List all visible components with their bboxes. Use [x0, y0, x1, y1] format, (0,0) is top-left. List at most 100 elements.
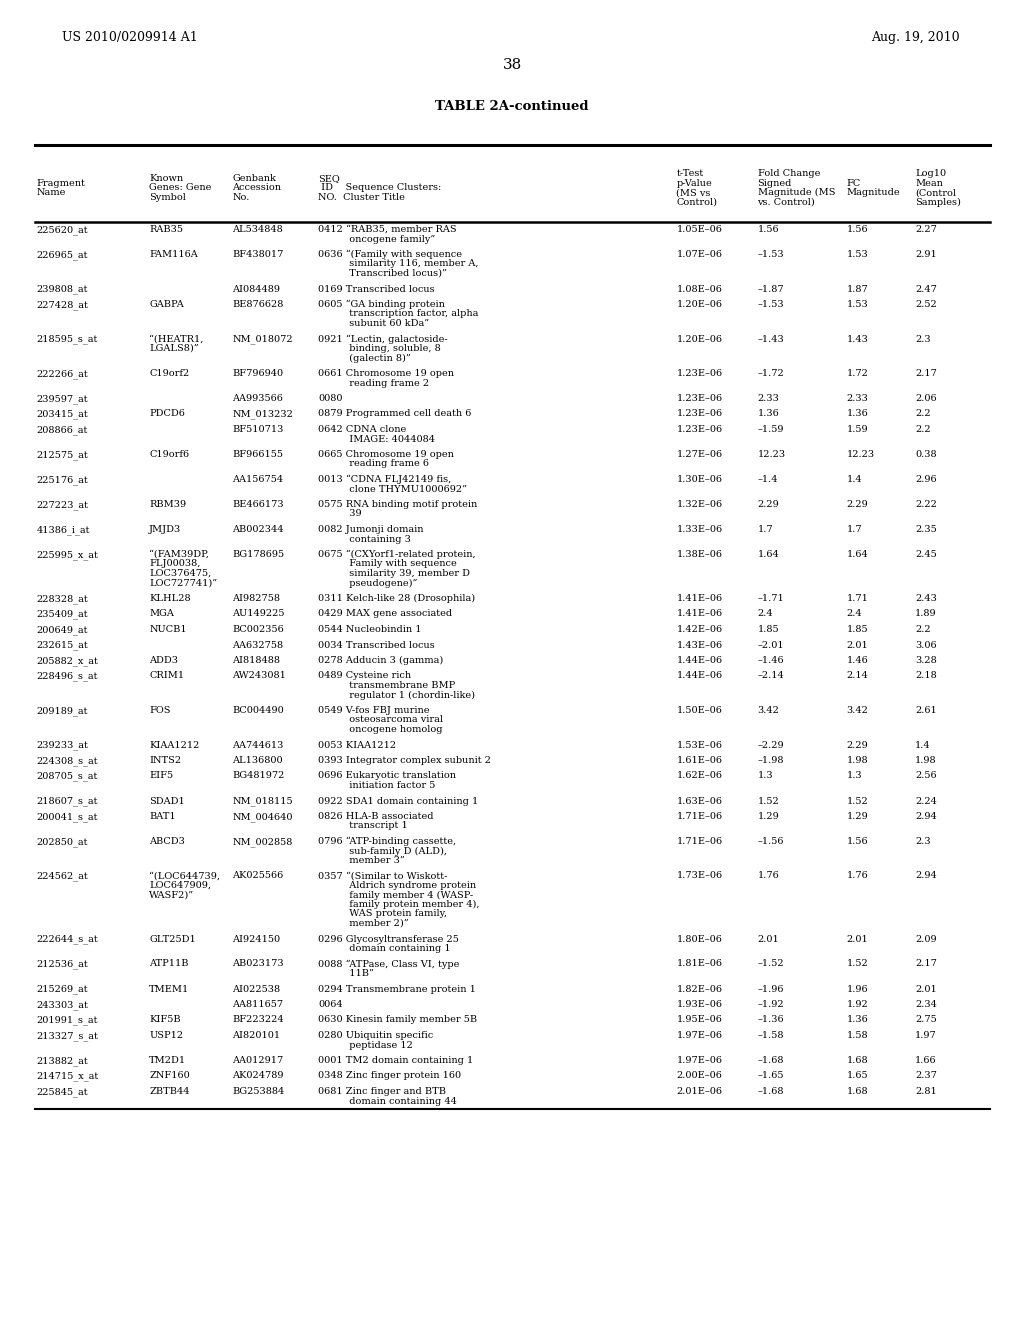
- Text: –1.36: –1.36: [758, 1015, 784, 1024]
- Text: similarity 39, member D: similarity 39, member D: [318, 569, 470, 578]
- Text: 1.71E–06: 1.71E–06: [676, 837, 723, 846]
- Text: 1.44E–06: 1.44E–06: [676, 672, 723, 681]
- Text: ABCD3: ABCD3: [150, 837, 185, 846]
- Text: 2.96: 2.96: [915, 475, 937, 484]
- Text: clone THYMU1000692”: clone THYMU1000692”: [318, 484, 467, 494]
- Text: 1.76: 1.76: [758, 871, 779, 880]
- Text: 1.73E–06: 1.73E–06: [676, 871, 723, 880]
- Text: 1.29: 1.29: [847, 812, 868, 821]
- Text: FC: FC: [847, 178, 860, 187]
- Text: AK024789: AK024789: [232, 1072, 284, 1081]
- Text: 0642 CDNA clone: 0642 CDNA clone: [318, 425, 407, 434]
- Text: ID    Sequence Clusters:: ID Sequence Clusters:: [318, 183, 441, 193]
- Text: BF966155: BF966155: [232, 450, 284, 459]
- Text: 1.52: 1.52: [758, 796, 779, 805]
- Text: 2.35: 2.35: [915, 525, 937, 535]
- Text: –1.71: –1.71: [758, 594, 784, 603]
- Text: 208705_s_at: 208705_s_at: [37, 771, 98, 781]
- Text: Genbank: Genbank: [232, 174, 276, 183]
- Text: 213327_s_at: 213327_s_at: [37, 1031, 98, 1040]
- Text: BG178695: BG178695: [232, 550, 285, 558]
- Text: 0001 TM2 domain containing 1: 0001 TM2 domain containing 1: [318, 1056, 473, 1065]
- Text: 1.89: 1.89: [915, 610, 937, 619]
- Text: TMEM1: TMEM1: [150, 985, 189, 994]
- Text: BC002356: BC002356: [232, 624, 284, 634]
- Text: (galectin 8)”: (galectin 8)”: [318, 354, 411, 363]
- Text: INTS2: INTS2: [150, 756, 181, 766]
- Text: 2.18: 2.18: [915, 672, 937, 681]
- Text: transmembrane BMP: transmembrane BMP: [318, 681, 456, 690]
- Text: 1.4: 1.4: [915, 741, 931, 750]
- Text: t-Test: t-Test: [676, 169, 703, 178]
- Text: 200649_at: 200649_at: [37, 624, 88, 635]
- Text: Aldrich syndrome protein: Aldrich syndrome protein: [318, 880, 476, 890]
- Text: BF223224: BF223224: [232, 1015, 284, 1024]
- Text: 1.97: 1.97: [915, 1031, 937, 1040]
- Text: 1.52: 1.52: [847, 960, 868, 969]
- Text: 1.46: 1.46: [847, 656, 868, 665]
- Text: 0393 Integrator complex subunit 2: 0393 Integrator complex subunit 2: [318, 756, 492, 766]
- Text: 1.97E–06: 1.97E–06: [676, 1031, 722, 1040]
- Text: –1.72: –1.72: [758, 370, 784, 378]
- Text: 1.36: 1.36: [758, 409, 779, 418]
- Text: transcription factor, alpha: transcription factor, alpha: [318, 309, 478, 318]
- Text: 224562_at: 224562_at: [37, 871, 88, 882]
- Text: WAS protein family,: WAS protein family,: [318, 909, 447, 919]
- Text: 1.7: 1.7: [758, 525, 773, 535]
- Text: LOC376475,: LOC376475,: [150, 569, 211, 578]
- Text: Fragment: Fragment: [37, 178, 85, 187]
- Text: 2.06: 2.06: [915, 393, 937, 403]
- Text: Fold Change: Fold Change: [758, 169, 820, 178]
- Text: 228496_s_at: 228496_s_at: [37, 672, 98, 681]
- Text: 2.2: 2.2: [915, 409, 931, 418]
- Text: AI982758: AI982758: [232, 594, 281, 603]
- Text: 1.82E–06: 1.82E–06: [676, 985, 722, 994]
- Text: –1.4: –1.4: [758, 475, 778, 484]
- Text: 239808_at: 239808_at: [37, 285, 88, 294]
- Text: 218607_s_at: 218607_s_at: [37, 796, 98, 807]
- Text: Magnitude: Magnitude: [847, 189, 900, 197]
- Text: AI818488: AI818488: [232, 656, 281, 665]
- Text: NUCB1: NUCB1: [150, 624, 186, 634]
- Text: –2.01: –2.01: [758, 640, 784, 649]
- Text: 239597_at: 239597_at: [37, 393, 88, 404]
- Text: 2.01: 2.01: [758, 935, 779, 944]
- Text: 1.72: 1.72: [847, 370, 868, 378]
- Text: “(LOC644739,: “(LOC644739,: [150, 871, 220, 880]
- Text: 0696 Eukaryotic translation: 0696 Eukaryotic translation: [318, 771, 457, 780]
- Text: 228328_at: 228328_at: [37, 594, 88, 603]
- Text: ZNF160: ZNF160: [150, 1072, 189, 1081]
- Text: –2.14: –2.14: [758, 672, 784, 681]
- Text: ATP11B: ATP11B: [150, 960, 188, 969]
- Text: EIF5: EIF5: [150, 771, 173, 780]
- Text: 1.38E–06: 1.38E–06: [676, 550, 722, 558]
- Text: AA632758: AA632758: [232, 640, 284, 649]
- Text: 1.56: 1.56: [847, 837, 868, 846]
- Text: NM_002858: NM_002858: [232, 837, 293, 846]
- Text: –1.68: –1.68: [758, 1056, 784, 1065]
- Text: 1.42E–06: 1.42E–06: [676, 624, 723, 634]
- Text: Symbol: Symbol: [150, 193, 186, 202]
- Text: AB002344: AB002344: [232, 525, 284, 535]
- Text: 1.20E–06: 1.20E–06: [676, 334, 722, 343]
- Text: 0796 “ATP-binding cassette,: 0796 “ATP-binding cassette,: [318, 837, 457, 846]
- Text: AA012917: AA012917: [232, 1056, 284, 1065]
- Text: NO.  Cluster Title: NO. Cluster Title: [318, 193, 406, 202]
- Text: ZBTB44: ZBTB44: [150, 1086, 189, 1096]
- Text: RAB35: RAB35: [150, 224, 183, 234]
- Text: 0661 Chromosome 19 open: 0661 Chromosome 19 open: [318, 370, 455, 378]
- Text: 1.08E–06: 1.08E–06: [676, 285, 722, 293]
- Text: Known: Known: [150, 174, 183, 183]
- Text: “(HEATR1,: “(HEATR1,: [150, 334, 204, 343]
- Text: 2.33: 2.33: [847, 393, 868, 403]
- Text: 1.27E–06: 1.27E–06: [676, 450, 723, 459]
- Text: 0280 Ubiquitin specific: 0280 Ubiquitin specific: [318, 1031, 433, 1040]
- Text: NM_004640: NM_004640: [232, 812, 293, 821]
- Text: 1.3: 1.3: [847, 771, 862, 780]
- Text: 12.23: 12.23: [847, 450, 874, 459]
- Text: RBM39: RBM39: [150, 500, 186, 510]
- Text: ADD3: ADD3: [150, 656, 178, 665]
- Text: 1.65: 1.65: [847, 1072, 868, 1081]
- Text: 1.64: 1.64: [847, 550, 868, 558]
- Text: –1.53: –1.53: [758, 249, 784, 259]
